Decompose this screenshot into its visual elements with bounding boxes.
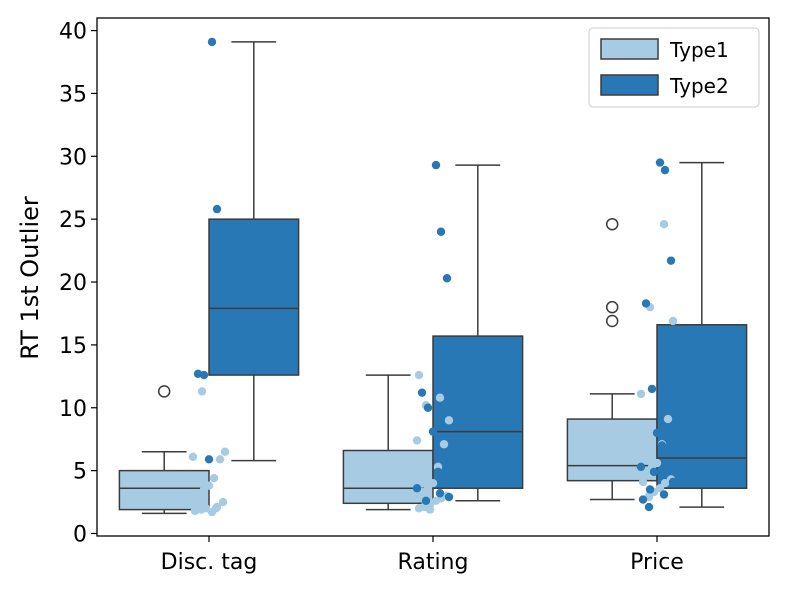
x-tick-label: Price [630, 550, 684, 575]
data-point-type2 [638, 495, 648, 504]
outlier-marker-type1 [157, 385, 171, 398]
data-point-type1 [660, 478, 670, 488]
data-point-type1 [638, 477, 648, 487]
data-point-type2 [212, 204, 222, 214]
data-point-type1 [439, 440, 449, 449]
box-type2 [432, 335, 524, 489]
plot-frame [96, 17, 770, 537]
y-tick-label: 35 [59, 82, 87, 107]
data-point-type2 [421, 496, 431, 505]
data-point-type2 [417, 388, 427, 397]
data-point-type1 [190, 506, 200, 516]
data-point-type2 [660, 165, 670, 175]
data-point-type2 [218, 238, 228, 248]
data-point-type2 [428, 427, 438, 436]
data-point-type1 [641, 468, 651, 478]
data-point-type2 [641, 299, 651, 308]
data-point-type1 [209, 473, 219, 483]
data-point-type2 [649, 467, 659, 477]
data-point-type2 [636, 462, 646, 472]
data-point-type2 [442, 274, 452, 283]
data-point-type2 [644, 502, 654, 512]
data-point-type1 [668, 316, 678, 326]
data-point-type2 [436, 227, 446, 236]
data-point-type1 [211, 504, 221, 513]
data-point-type1 [412, 436, 422, 445]
data-point-type1 [220, 447, 230, 456]
data-point-type1 [652, 458, 662, 468]
x-tick-label: Rating [398, 550, 469, 575]
data-point-type2 [444, 492, 454, 502]
data-point-type2 [666, 256, 676, 265]
data-point-type2 [431, 160, 441, 170]
data-point-type2 [435, 489, 445, 498]
x-tick-label: Disc. tag [161, 550, 258, 575]
y-tick-label: 40 [59, 20, 87, 45]
y-tick-label: 0 [73, 522, 87, 547]
box-type2 [656, 324, 748, 489]
y-tick-label: 5 [73, 460, 87, 485]
legend: Type1 Type2 [588, 27, 760, 108]
data-point-type2 [647, 384, 657, 394]
data-point-type1 [188, 452, 198, 461]
plot-layer: 0 5 10 15 20 25 30 35 40 Disc. tag Rating Price [59, 20, 748, 575]
data-point-type1 [435, 393, 445, 402]
data-point-type2 [199, 370, 209, 380]
y-tick-label: 20 [59, 271, 87, 296]
data-point-type2 [423, 403, 433, 412]
data-point-type2 [439, 478, 449, 488]
y-tick-label: 25 [59, 208, 87, 233]
data-point-type1 [425, 505, 435, 514]
data-point-type2 [659, 490, 669, 499]
data-point-type2 [668, 477, 678, 487]
data-point-type2 [204, 455, 214, 464]
legend-label-type1: Type1 [669, 38, 729, 62]
data-point-type1 [193, 490, 203, 499]
legend-label-type2: Type2 [669, 74, 729, 98]
data-point-type2 [657, 441, 667, 450]
data-point-type2 [655, 158, 665, 167]
data-point-type1 [414, 370, 424, 380]
data-point-type1 [659, 219, 669, 229]
data-point-type1 [636, 389, 646, 399]
data-point-type1 [197, 387, 207, 396]
outlier-marker-type1 [605, 217, 619, 231]
outlier-marker-type1 [605, 300, 619, 314]
y-axis-title: RT 1st Outlier [16, 196, 44, 360]
data-point-type2 [663, 446, 673, 455]
box-type1 [342, 449, 434, 505]
data-point-type1 [204, 481, 214, 490]
data-point-type1 [218, 497, 228, 507]
legend-swatch-type1 [600, 38, 659, 60]
data-point-type1 [663, 414, 673, 424]
box-type1 [118, 469, 210, 511]
outlier-marker-type1 [605, 314, 619, 328]
legend-swatch-type2 [600, 74, 659, 96]
data-point-type2 [433, 467, 443, 477]
data-point-type2 [412, 484, 422, 493]
data-point-type2 [645, 485, 655, 494]
data-point-type1 [215, 455, 225, 464]
data-point-type2 [207, 37, 217, 47]
y-tick-label: 10 [59, 397, 87, 422]
data-point-type1 [428, 478, 438, 488]
data-point-type1 [444, 416, 454, 425]
data-point-type2 [652, 428, 662, 438]
y-tick-label: 30 [59, 145, 87, 170]
data-point-type1 [201, 504, 211, 513]
y-tick-label: 15 [59, 334, 87, 359]
